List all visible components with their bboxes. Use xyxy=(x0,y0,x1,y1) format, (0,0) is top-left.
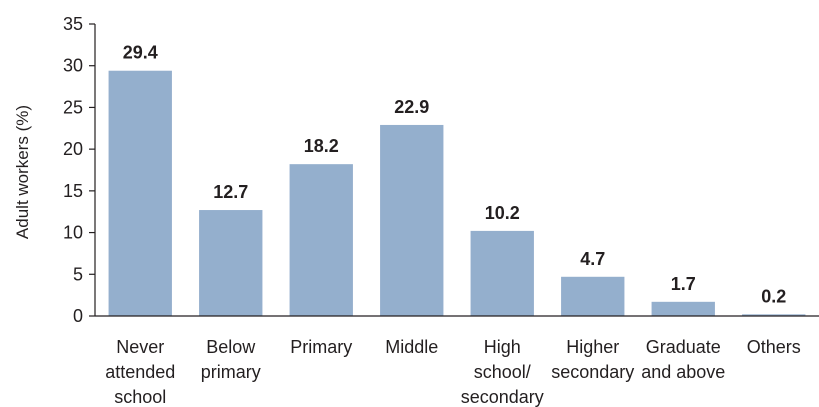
bar xyxy=(561,277,624,316)
x-category-label-line: primary xyxy=(201,362,261,382)
y-tick-label: 15 xyxy=(63,181,83,201)
x-category-label: Higher secondary xyxy=(551,337,634,382)
y-tick-label: 25 xyxy=(63,97,83,117)
y-axis-title: Adult workers (%) xyxy=(13,105,32,239)
x-category-label: Others xyxy=(747,337,801,357)
x-category-label-line: Middle xyxy=(385,337,438,357)
bar-value-label: 10.2 xyxy=(485,203,520,223)
x-category-label-line: High xyxy=(484,337,521,357)
bar xyxy=(471,231,534,316)
y-axis: 0 5 10 15 20 25 30 35 xyxy=(63,14,95,326)
x-category-label: High school/secondary xyxy=(461,337,544,407)
bar xyxy=(290,164,353,316)
y-axis-title-group: Adult workers (%) xyxy=(13,105,32,239)
x-category-label-line: secondary xyxy=(461,387,544,407)
y-tick-label: 5 xyxy=(73,264,83,284)
bar-value-label: 29.4 xyxy=(123,43,158,63)
x-category-label: Below primary xyxy=(201,337,261,382)
x-category-label: Never attended school xyxy=(105,337,175,407)
x-category-label-line: Below xyxy=(206,337,256,357)
x-category-label-line: and above xyxy=(641,362,725,382)
x-category-label: Graduate and above xyxy=(641,337,725,382)
x-category-label-line: Higher xyxy=(566,337,619,357)
y-tick-label: 35 xyxy=(63,14,83,34)
x-category-label: Primary xyxy=(290,337,352,357)
bar xyxy=(109,71,172,316)
x-category-label-line: secondary xyxy=(551,362,634,382)
bar-value-label: 4.7 xyxy=(580,249,605,269)
bar-value-label: 12.7 xyxy=(213,182,248,202)
x-category-label-line: Graduate xyxy=(646,337,721,357)
bar-value-label: 0.2 xyxy=(761,286,786,306)
bar xyxy=(380,125,443,316)
x-category-label-line: school xyxy=(114,387,166,407)
bar-value-label: 1.7 xyxy=(671,274,696,294)
x-category-label-line: school/ xyxy=(474,362,531,382)
x-category-label-line: Primary xyxy=(290,337,352,357)
bar xyxy=(199,210,262,316)
y-tick-label: 20 xyxy=(63,139,83,159)
x-category-label-line: Never xyxy=(116,337,164,357)
x-category-label-line: Others xyxy=(747,337,801,357)
bar-value-label: 18.2 xyxy=(304,136,339,156)
y-tick-label: 0 xyxy=(73,306,83,326)
x-axis: Never attended school Below primary Primary Mi… xyxy=(95,316,819,407)
x-category-label-line: attended xyxy=(105,362,175,382)
bar-value-label: 22.9 xyxy=(394,97,429,117)
y-tick-label: 10 xyxy=(63,223,83,243)
x-category-label: Middle xyxy=(385,337,438,357)
y-tick-label: 30 xyxy=(63,56,83,76)
bar xyxy=(652,302,715,316)
bars: 29.4 12.7 18.2 22.9 10.2 4.7 1.7 0.2 xyxy=(109,43,806,316)
